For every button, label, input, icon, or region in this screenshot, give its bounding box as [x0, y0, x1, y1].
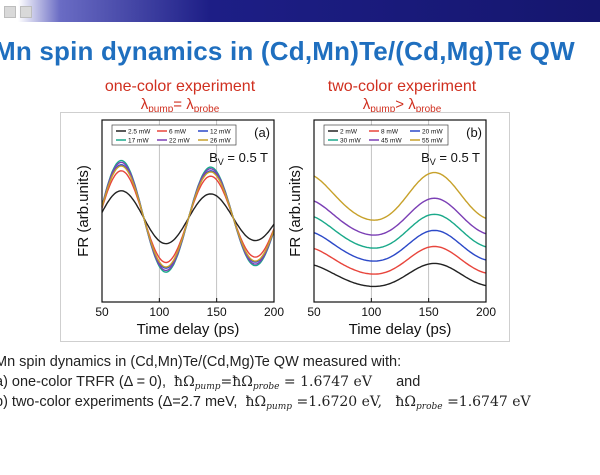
legend-label: 26 mW [210, 138, 231, 145]
slide-body-text: Mn spin dynamics in (Cd,Mn)Te/(Cd,Mg)Te … [0, 352, 600, 412]
series-line-45-mW [313, 197, 487, 236]
legend-label: 8 mW [381, 129, 399, 136]
legend-label: 12 mW [210, 129, 231, 136]
x-tick-label: 50 [95, 305, 109, 319]
series-line-26-mW [101, 165, 275, 268]
legend-label: 6 mW [169, 129, 187, 136]
two-color-relation: λpump> λprobe [362, 96, 442, 115]
x-tick-label: 50 [307, 305, 321, 319]
x-tick-label: 200 [476, 305, 496, 319]
axes-box [101, 119, 275, 303]
decor-square [20, 6, 32, 18]
field-label: BV = 0.5 T [421, 150, 480, 167]
fr-charts: 50 100 150 200 Time delay (ps) FR (arb.units)… [60, 112, 510, 342]
series-line-20-mW [313, 229, 487, 262]
axes-box [313, 119, 487, 303]
figure-frame [60, 112, 510, 342]
y-axis-label: FR (arb.units) [75, 165, 92, 257]
one-color-label: one-color experiment λpump= λprobe [90, 78, 270, 115]
series-line-8-mW [313, 245, 487, 275]
legend-label: 30 mW [340, 138, 361, 145]
series-line-2-mW [313, 262, 487, 288]
series-line-30-mW [313, 213, 487, 249]
legend-label: 2.5 mW [128, 129, 151, 136]
x-axis-label: Time delay (ps) [137, 321, 240, 338]
x-tick-label: 150 [207, 305, 227, 319]
series-line-55-mW [313, 171, 487, 221]
y-axis-label: FR (arb.units) [287, 165, 304, 257]
two-color-label: two-color experiment λpump> λprobe [312, 78, 492, 115]
chart-panel-b: 50 100 150 200 Time delay (ps) FR (arb.units)… [287, 119, 496, 338]
one-color-relation: λpump= λprobe [140, 96, 220, 115]
x-tick-label: 100 [361, 305, 381, 319]
x-tick-label: 200 [264, 305, 284, 319]
panel-letter: (a) [254, 125, 270, 140]
text-line-2: a) one-color TRFR (Δ = 0), ħΩpump=ħΩprob… [0, 374, 421, 392]
text-line-3: b) two-color experiments (Δ=2.7 meV, ħΩp… [0, 394, 531, 412]
legend-label: 55 mW [422, 138, 443, 145]
slide-title: Mn spin dynamics in (Cd,Mn)Te/(Cd,Mg)Te … [0, 36, 575, 66]
x-axis-label: Time delay (ps) [349, 321, 452, 338]
legend-label: 2 mW [340, 129, 358, 136]
text-line-1: Mn spin dynamics in (Cd,Mn)Te/(Cd,Mg)Te … [0, 354, 402, 370]
slide-top-bar [0, 0, 600, 22]
decor-square [4, 6, 16, 18]
field-label: BV = 0.5 T [209, 150, 268, 167]
x-tick-label: 150 [419, 305, 439, 319]
panel-letter: (b) [466, 125, 482, 140]
legend-label: 22 mW [169, 138, 190, 145]
two-color-title: two-color experiment [327, 78, 477, 95]
chart-panel-a: 50 100 150 200 Time delay (ps) FR (arb.units)… [75, 119, 284, 338]
legend-label: 45 mW [381, 138, 402, 145]
one-color-title: one-color experiment [104, 78, 256, 95]
legend-label: 20 mW [422, 129, 443, 136]
figure-panel: 50 100 150 200 Time delay (ps) FR (arb.units)… [60, 112, 510, 342]
x-tick-label: 100 [149, 305, 169, 319]
legend-label: 17 mW [128, 138, 149, 145]
